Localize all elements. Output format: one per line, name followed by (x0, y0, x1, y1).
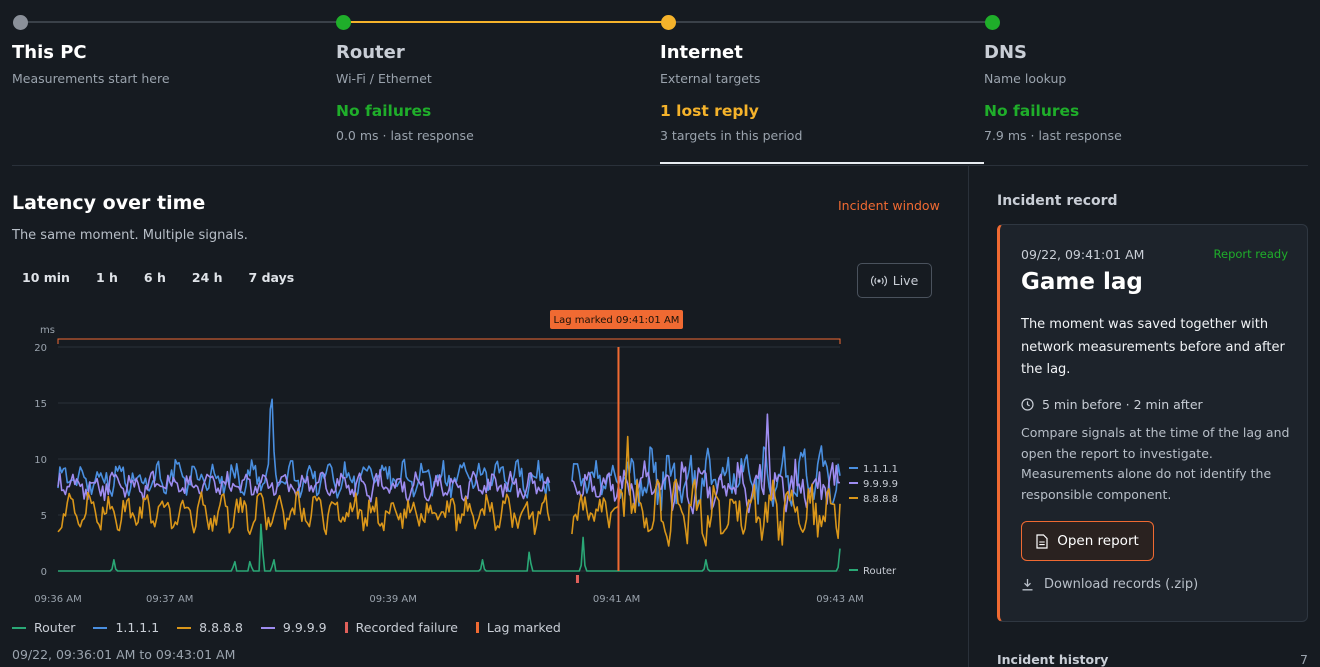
legend-label: Lag marked (486, 620, 561, 635)
legend-label: Recorded failure (355, 620, 458, 635)
legend-label: 8.8.8.8 (199, 620, 243, 635)
incident-window-text: 5 min before · 2 min after (1042, 397, 1203, 412)
step-status: 1 lost reply (660, 102, 759, 120)
step-title: Router (336, 42, 405, 63)
chart-time-range: 09/22, 09:36:01 AM to 09:43:01 AM (12, 647, 236, 662)
x-tick-label: 09:37 AM (146, 594, 193, 605)
live-button[interactable]: Live (857, 263, 932, 298)
path-stepper: This PC Measurements start here Router W… (0, 0, 1320, 166)
step-subtitle: Measurements start here (12, 71, 170, 86)
y-tick-label: 10 (34, 455, 47, 466)
step-this-pc[interactable]: This PC Measurements start here (12, 42, 170, 86)
step-dot-internet (661, 15, 676, 30)
broadcast-icon (870, 275, 887, 286)
legend-9999[interactable]: 9.9.9.9 (260, 620, 327, 635)
range-24-h[interactable]: 24 h (182, 270, 233, 285)
step-subtitle: Name lookup (984, 71, 1067, 86)
step-meta: 3 targets in this period (660, 128, 803, 143)
series-end-label: Router (863, 566, 897, 577)
download-icon (1022, 579, 1033, 591)
incident-title: Game lag (1021, 269, 1143, 295)
range-6-h[interactable]: 6 h (134, 270, 176, 285)
incident-window-label: Incident window (838, 198, 940, 213)
range-1-h[interactable]: 1 h (86, 270, 128, 285)
clock-icon (1021, 398, 1034, 411)
incident-card: 09/22, 09:41:01 AM Report ready Game lag… (997, 224, 1308, 622)
legend-8888[interactable]: 8.8.8.8 (177, 620, 243, 635)
divider (12, 165, 1308, 166)
y-tick-label: 15 (34, 399, 47, 410)
series-line-8-8-8-8 (57, 435, 841, 547)
incident-history-count: 7 (1300, 652, 1308, 667)
legend-1111[interactable]: 1.1.1.1 (93, 620, 159, 635)
live-label: Live (892, 273, 919, 288)
y-tick-label: 20 (34, 343, 47, 354)
x-tick-label: 09:41 AM (593, 594, 640, 605)
incident-history-title: Incident history (997, 652, 1109, 667)
x-tick-label: 09:36 AM (34, 594, 81, 605)
x-tick-label: 09:39 AM (369, 594, 416, 605)
step-dot-dns (985, 15, 1000, 30)
report-status-badge: Report ready (1213, 247, 1288, 261)
series-line-router (58, 523, 841, 572)
track-pc-router (20, 21, 343, 23)
incident-description: The moment was saved together with netwo… (1021, 317, 1285, 377)
series-line-1-1-1-1 (57, 398, 841, 512)
y-tick-label: 0 (41, 567, 47, 578)
step-title: DNS (984, 42, 1027, 63)
track-internet-dns (668, 21, 992, 23)
step-dot-this-pc (13, 15, 28, 30)
series-end-label: 1.1.1.1 (863, 464, 898, 475)
step-dot-router (336, 15, 351, 30)
y-axis-unit: ms (40, 325, 55, 336)
incident-note: Compare signals at the time of the lag a… (1021, 425, 1290, 502)
step-subtitle: Wi-Fi / Ethernet (336, 71, 432, 86)
latency-subtitle: The same moment. Multiple signals. (12, 228, 248, 243)
legend-label: 1.1.1.1 (115, 620, 160, 635)
step-status: No failures (984, 102, 1080, 120)
open-report-label: Open report (1057, 533, 1139, 549)
incident-timestamp: 09/22, 09:41:01 AM (1021, 247, 1145, 262)
legend-recorded-failure[interactable]: Recorded failure (344, 620, 458, 635)
legend-lag-marked[interactable]: Lag marked (475, 620, 561, 635)
time-range-selector: 10 min 1 h 6 h 24 h 7 days (12, 270, 310, 285)
incident-window-bracket (57, 338, 841, 344)
lag-marker-badge (550, 310, 683, 329)
latency-chart[interactable]: ms 0 5 10 15 20 09:36 AM 09:37 AM 09:39 AM 09:41 … (0, 300, 960, 612)
step-router[interactable]: Router Wi-Fi / Ethernet No failures 0.0 … (336, 42, 474, 143)
track-router-internet (343, 21, 668, 23)
range-7-days[interactable]: 7 days (239, 270, 305, 285)
document-icon (1036, 533, 1048, 549)
step-subtitle: External targets (660, 71, 761, 86)
chart-legend: Router 1.1.1.1 8.8.8.8 9.9.9.9 Recorded … (12, 620, 561, 635)
open-report-button[interactable]: Open report (1021, 521, 1154, 561)
series-end-label: 8.8.8.8 (863, 494, 898, 505)
series-end-label: 9.9.9.9 (863, 479, 898, 490)
step-internet[interactable]: Internet External targets 1 lost reply 3… (660, 42, 802, 143)
incident-record-title: Incident record (997, 193, 1118, 209)
legend-label: 9.9.9.9 (282, 620, 327, 635)
incident-window: 5 min before · 2 min after (1021, 397, 1203, 412)
legend-label: Router (34, 620, 76, 635)
step-meta: 0.0 ms · last response (336, 128, 474, 143)
x-tick-label: 09:43 AM (816, 594, 863, 605)
lag-marker-label: Lag marked 09:41:01 AM (554, 315, 680, 326)
download-records-link[interactable]: Download records (.zip) (1021, 577, 1198, 592)
recorded-failure-mark (575, 575, 579, 583)
step-title: Internet (660, 42, 743, 63)
step-dns[interactable]: DNS Name lookup No failures 7.9 ms · las… (984, 42, 1122, 143)
legend-router[interactable]: Router (12, 620, 75, 635)
panel-divider (968, 166, 969, 667)
series-line-9-9-9-9 (57, 413, 841, 515)
step-title: This PC (12, 42, 87, 63)
y-tick-label: 5 (41, 511, 47, 522)
step-status: No failures (336, 102, 432, 120)
range-10-min[interactable]: 10 min (12, 270, 80, 285)
step-meta: 7.9 ms · last response (984, 128, 1122, 143)
active-step-indicator (660, 162, 984, 164)
download-label: Download records (.zip) (1044, 577, 1199, 592)
latency-title: Latency over time (12, 192, 206, 214)
